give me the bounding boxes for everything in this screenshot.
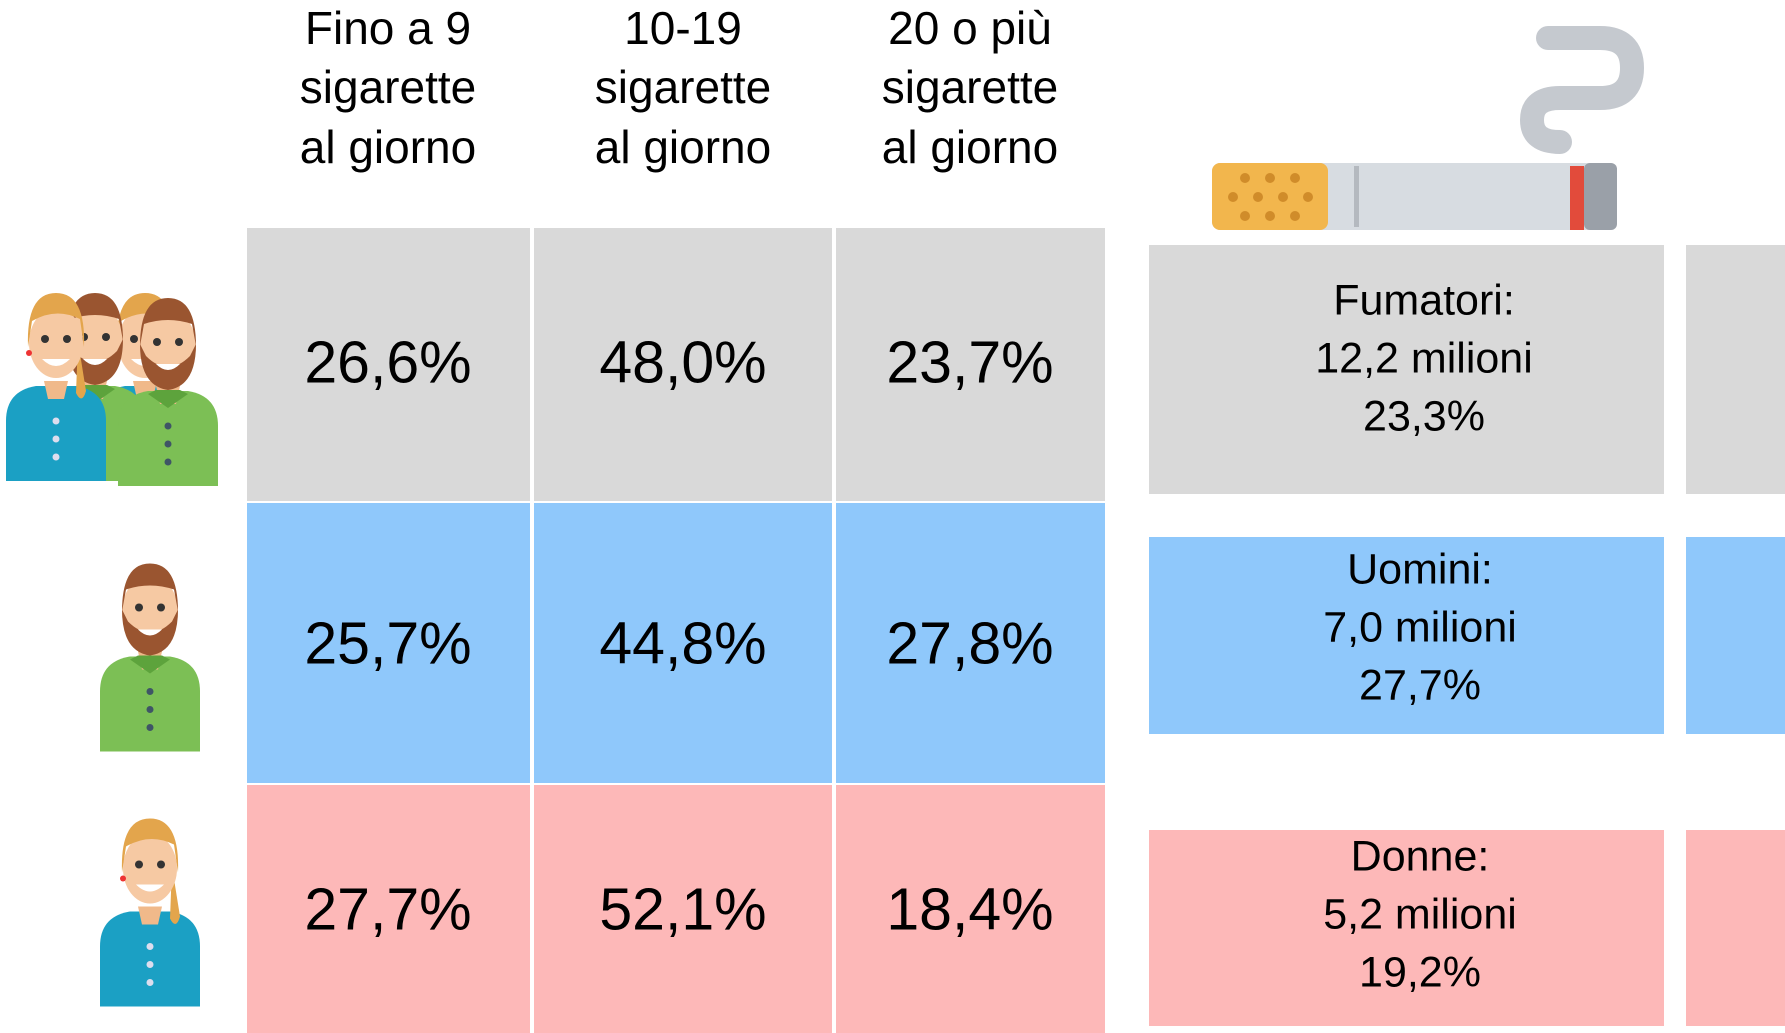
cell-value: 25,7% [304,611,471,677]
header-line: al giorno [882,121,1058,173]
summary-share: 27,7% [1359,661,1481,709]
cell-value: 27,7% [304,877,471,943]
table-header: Fino a 9 sigarette al giorno 10-19 sigar… [300,2,1058,173]
summary-count: 12,2 milioni [1315,334,1533,382]
summary-box-edge [1686,245,1785,494]
header-line: Fino a 9 [305,2,471,54]
cell-value: 44,8% [599,611,766,677]
header-line: sigarette [595,61,771,113]
summary-share: 19,2% [1359,948,1481,996]
summary: Fumatori: 12,2 milioni 23,3% Uomini: 7,0… [1149,245,1785,1026]
summary-box-edge [1686,537,1785,734]
header-line: sigarette [882,61,1058,113]
cell-value: 18,4% [886,877,1053,943]
cell-value: 52,1% [599,877,766,943]
summary-count: 7,0 milioni [1323,603,1517,651]
table-body: 26,6% 48,0% 23,7% 25,7% 44,8% 27,8% 27,7… [247,228,1105,1033]
woman-icon [100,819,200,1007]
infographic: Fino a 9 sigarette al giorno 10-19 sigar… [0,0,1785,1033]
group-icon [6,293,218,486]
cigarette-icon [1212,38,1632,230]
header-line: 20 o più [888,2,1052,54]
header-line: al giorno [595,121,771,173]
summary-share: 23,3% [1363,392,1485,440]
cell-value: 27,8% [886,611,1053,677]
man-icon [100,564,200,752]
summary-label: Uomini: [1347,545,1493,593]
cell-value: 26,6% [304,330,471,396]
cell-value: 23,7% [886,330,1053,396]
summary-label: Donne: [1351,832,1490,880]
summary-box-edge [1686,830,1785,1026]
cell-value: 48,0% [599,330,766,396]
header-line: sigarette [300,61,476,113]
summary-label: Fumatori: [1333,276,1515,324]
header-line: al giorno [300,121,476,173]
header-line: 10-19 [624,2,742,54]
summary-count: 5,2 milioni [1323,890,1517,938]
